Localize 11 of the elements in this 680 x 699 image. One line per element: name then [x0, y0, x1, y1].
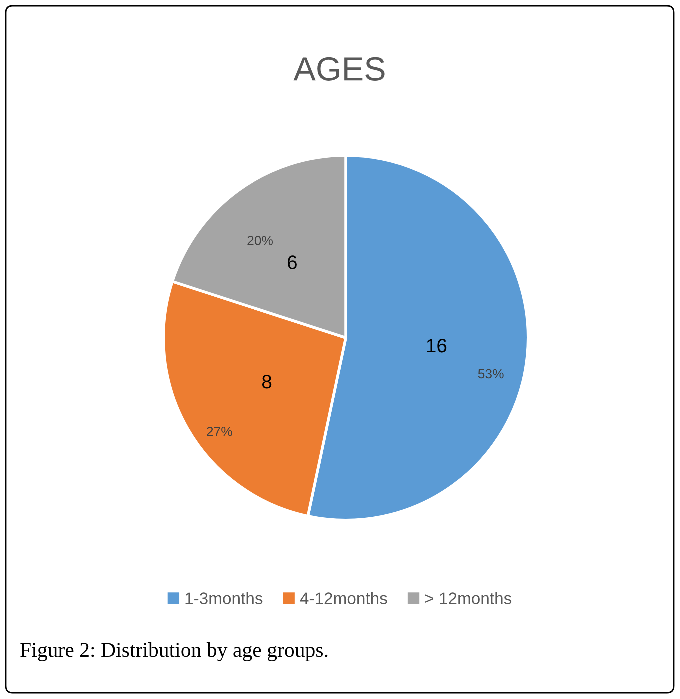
legend-label: 4-12months: [300, 592, 388, 604]
data-label: 16: [427, 338, 447, 353]
data-label: 6: [288, 256, 297, 270]
text: 27%: [207, 427, 232, 436]
legend-label: > 12months: [425, 592, 512, 604]
text: 20%: [248, 236, 273, 246]
caption: Figure 2: Distribution by age groups.: [20, 642, 328, 662]
legend-label: 1-3months: [186, 592, 263, 604]
chart-title: AGES: [294, 57, 385, 81]
text: 53%: [478, 369, 504, 379]
data-label: 8: [262, 375, 272, 389]
